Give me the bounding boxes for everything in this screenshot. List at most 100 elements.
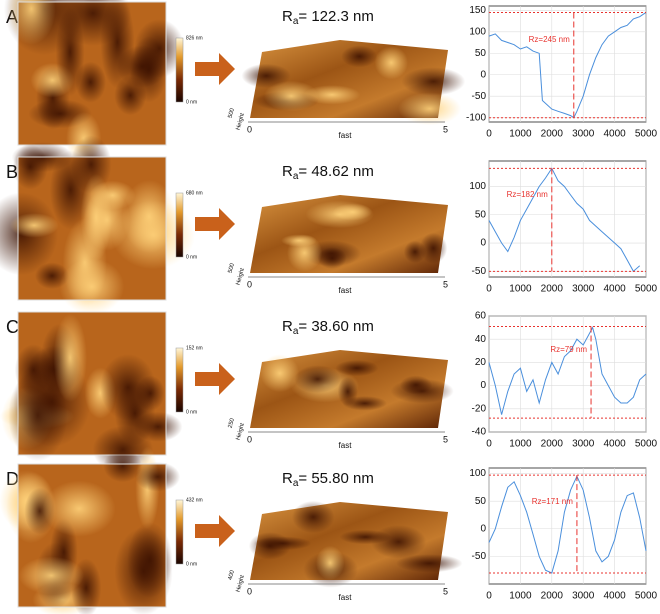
arrow bbox=[195, 363, 235, 395]
x-tick-label: 4000 bbox=[603, 129, 626, 140]
color-bar bbox=[175, 347, 184, 413]
surface-texture bbox=[286, 234, 323, 272]
ra-symbol: R bbox=[282, 163, 293, 180]
axis-fast: fast bbox=[339, 286, 353, 295]
x-tick-label: 5000 bbox=[635, 129, 658, 140]
x-tick-label: 4000 bbox=[603, 591, 626, 602]
ra-value: = 38.60 nm bbox=[298, 318, 373, 335]
color-bar bbox=[175, 499, 184, 565]
afm-texture bbox=[103, 449, 143, 483]
y-tick-label: 0 bbox=[480, 380, 486, 391]
profile-line bbox=[488, 167, 641, 273]
color-bar bbox=[175, 192, 184, 258]
ra-symbol: R bbox=[282, 318, 293, 335]
color-bar-max: 152 nm bbox=[186, 345, 203, 351]
afm-texture bbox=[116, 45, 168, 88]
y-tick-label: -20 bbox=[472, 403, 487, 414]
surface-texture bbox=[291, 500, 335, 534]
ra-subscript: a bbox=[293, 171, 299, 182]
y-tick-label: 100 bbox=[469, 181, 486, 192]
x-tick-label: 3000 bbox=[572, 439, 595, 450]
x-tick-label: 5000 bbox=[635, 591, 658, 602]
ra-value: = 122.3 nm bbox=[298, 8, 373, 25]
axis-x1: 5 bbox=[443, 124, 448, 134]
ra-subscript: a bbox=[293, 326, 299, 337]
x-tick-label: 4000 bbox=[603, 439, 626, 450]
ra-value: = 55.80 nm bbox=[298, 470, 373, 487]
surface-texture bbox=[315, 545, 345, 581]
axis-height: Height bbox=[236, 422, 246, 441]
ra-subscript: a bbox=[293, 478, 299, 489]
y-tick-label: 100 bbox=[469, 26, 486, 37]
ra-label: Ra= 38.60 nm bbox=[282, 318, 374, 337]
axis-height-tick: 400 bbox=[228, 569, 237, 581]
x-tick-label: 2000 bbox=[541, 591, 564, 602]
surface-texture bbox=[341, 45, 378, 68]
surface-texture bbox=[398, 92, 462, 126]
afm-texture bbox=[53, 313, 87, 403]
ra-label: Ra= 48.62 nm bbox=[282, 163, 374, 182]
color-bar-min: 0 nm bbox=[186, 561, 197, 567]
plot-area bbox=[488, 5, 647, 123]
axis-x0: 0 bbox=[247, 434, 252, 444]
surface-texture bbox=[401, 67, 466, 96]
color-bar-max: 680 nm bbox=[186, 190, 203, 196]
axis-height: Height bbox=[236, 267, 246, 286]
arrow bbox=[195, 53, 235, 85]
x-tick-label: 2000 bbox=[541, 439, 564, 450]
afm-texture bbox=[55, 7, 85, 97]
surface-texture bbox=[263, 80, 319, 112]
plot-area bbox=[488, 160, 647, 278]
afm-frame bbox=[17, 311, 167, 456]
x-tick-label: 3000 bbox=[572, 284, 595, 295]
axis-x0: 0 bbox=[247, 124, 252, 134]
surface-texture bbox=[241, 63, 291, 89]
surface-texture bbox=[339, 529, 392, 545]
axis-x1: 5 bbox=[443, 434, 448, 444]
ra-label: Ra= 122.3 nm bbox=[282, 8, 374, 27]
color-bar-max: 826 nm bbox=[186, 35, 203, 41]
axis-height: Height bbox=[236, 112, 246, 131]
y-tick-label: 150 bbox=[469, 5, 486, 16]
axis-x1: 5 bbox=[443, 279, 448, 289]
y-tick-label: 50 bbox=[475, 496, 487, 507]
ra-subscript: a bbox=[293, 16, 299, 27]
y-tick-label: 40 bbox=[475, 334, 487, 345]
rz-annotation: Rz=171 nm bbox=[532, 497, 573, 506]
x-tick-label: 2000 bbox=[541, 129, 564, 140]
y-tick-label: 0 bbox=[480, 523, 486, 534]
rz-annotation: Rz=245 nm bbox=[529, 35, 570, 44]
surface-texture bbox=[337, 376, 358, 407]
y-tick-label: 20 bbox=[475, 357, 487, 368]
x-tick-label: 1000 bbox=[509, 439, 532, 450]
x-tick-label: 5000 bbox=[635, 439, 658, 450]
x-tick-label: 0 bbox=[486, 129, 492, 140]
surface-texture bbox=[395, 554, 463, 573]
afm-texture bbox=[111, 200, 196, 270]
color-bar-min: 0 nm bbox=[186, 409, 197, 415]
y-tick-label: 0 bbox=[480, 238, 486, 249]
x-tick-label: 1000 bbox=[509, 284, 532, 295]
ra-value: = 48.62 nm bbox=[298, 163, 373, 180]
color-bar-min: 0 nm bbox=[186, 99, 197, 105]
surface-texture bbox=[332, 203, 373, 221]
color-bar-min: 0 nm bbox=[186, 254, 197, 260]
y-tick-label: -50 bbox=[472, 551, 487, 562]
axis-fast: fast bbox=[339, 441, 353, 450]
y-tick-label: 100 bbox=[469, 468, 486, 479]
surface-texture bbox=[294, 365, 341, 394]
axis-height: Height bbox=[236, 574, 246, 593]
y-tick-label: 0 bbox=[480, 69, 486, 80]
x-tick-label: 3000 bbox=[572, 129, 595, 140]
axis-height-tick: 250 bbox=[228, 417, 237, 429]
profile-line bbox=[488, 326, 647, 415]
surface-texture bbox=[248, 532, 291, 560]
ra-label: Ra= 55.80 nm bbox=[282, 470, 374, 489]
afm-texture bbox=[6, 0, 56, 45]
x-tick-label: 0 bbox=[486, 591, 492, 602]
y-tick-label: -50 bbox=[472, 91, 487, 102]
axis-height-tick: 500 bbox=[228, 107, 237, 119]
surface-texture bbox=[374, 45, 409, 80]
x-tick-label: 1000 bbox=[509, 591, 532, 602]
afm-texture bbox=[135, 461, 181, 492]
